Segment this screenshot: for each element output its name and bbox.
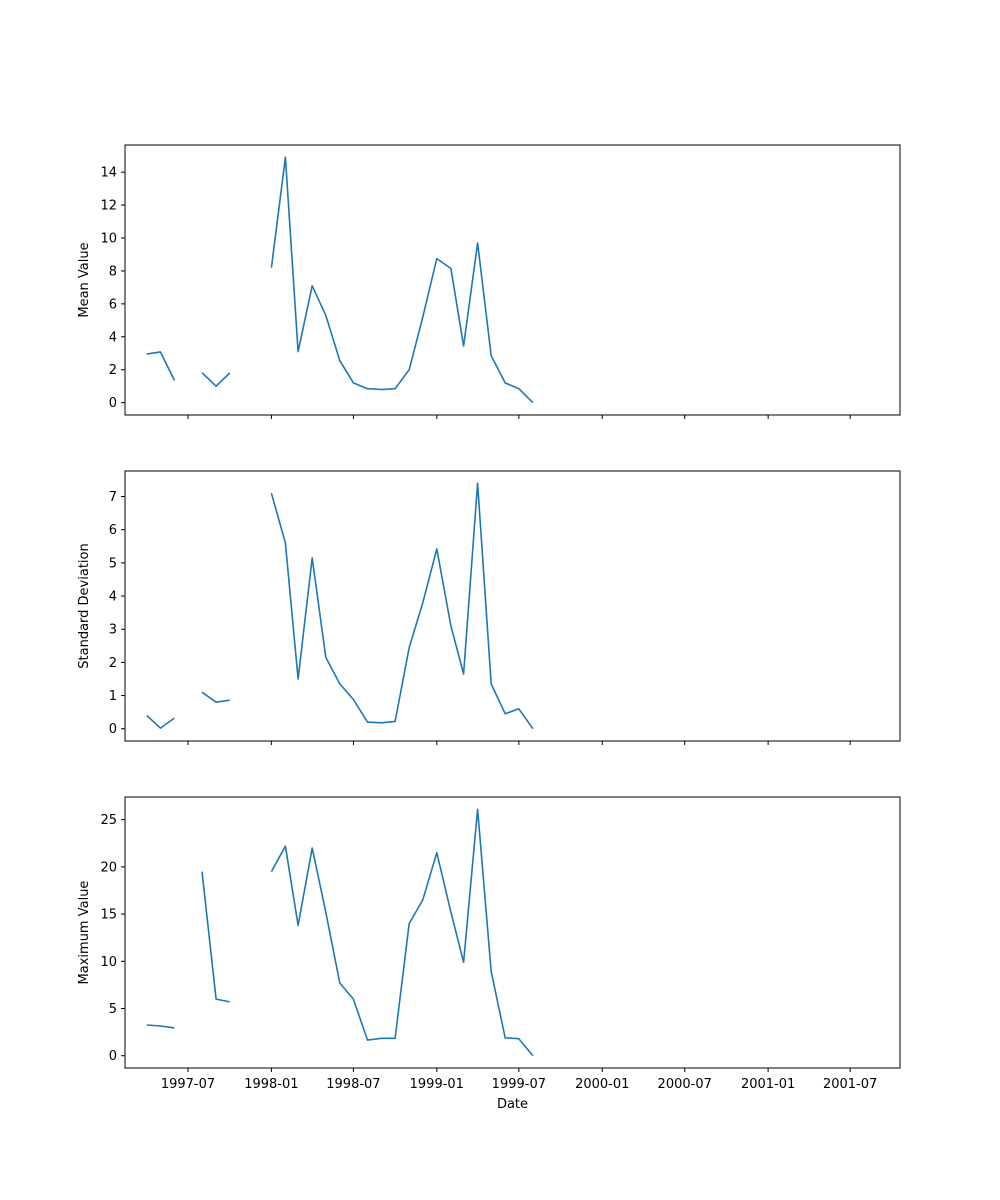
- series-line-1-0: [146, 714, 175, 729]
- y-tick-label-2-4: 20: [100, 860, 117, 875]
- series-line-1-1: [201, 691, 230, 704]
- x-tick-label-5: 2000-01: [575, 1077, 629, 1092]
- y-tick-label-0-3: 6: [109, 297, 117, 312]
- x-tick-label-1: 1998-01: [244, 1077, 298, 1092]
- x-tick-label-4: 1999-07: [492, 1077, 546, 1092]
- y-tick-label-0-7: 14: [100, 166, 117, 181]
- y-tick-label-2-5: 25: [100, 813, 117, 828]
- y-tick-label-1-3: 3: [109, 623, 117, 638]
- y-tick-label-1-0: 0: [109, 722, 117, 737]
- y-tick-label-1-6: 6: [109, 523, 117, 538]
- y-tick-label-0-5: 10: [100, 232, 117, 247]
- y-tick-label-1-2: 2: [109, 656, 117, 671]
- y-tick-label-1-1: 1: [109, 689, 117, 704]
- series-line-2-1: [201, 871, 230, 1003]
- y-axis-label-0: Mean Value: [77, 242, 92, 317]
- y-tick-label-1-5: 5: [109, 556, 117, 571]
- series-line-0-0: [146, 351, 176, 381]
- series-line-2-0: [146, 1024, 175, 1029]
- y-tick-label-0-1: 2: [109, 363, 117, 378]
- y-tick-label-2-0: 0: [109, 1049, 117, 1064]
- x-tick-label-0: 1997-07: [161, 1077, 215, 1092]
- axes-frame-0: [124, 144, 901, 416]
- y-axis-label-1: Standard Deviation: [77, 543, 92, 668]
- y-tick-label-0-0: 0: [109, 396, 117, 411]
- y-tick-label-2-1: 5: [109, 1002, 117, 1017]
- axes-frame-2: [124, 796, 901, 1069]
- axes-frame-1: [124, 470, 901, 742]
- y-tick-label-2-3: 15: [100, 908, 117, 923]
- y-tick-label-0-4: 8: [109, 264, 117, 279]
- y-tick-label-1-4: 4: [109, 590, 117, 605]
- x-tick-label-2: 1998-07: [326, 1077, 380, 1092]
- series-line-1-2: [270, 482, 534, 730]
- series-line-0-2: [270, 156, 534, 404]
- series-line-2-2: [270, 808, 534, 1057]
- y-tick-label-2-2: 10: [100, 955, 117, 970]
- x-axis-label: Date: [497, 1097, 528, 1112]
- x-tick-label-8: 2001-07: [823, 1077, 877, 1092]
- y-tick-label-1-7: 7: [109, 490, 117, 505]
- x-tick-label-7: 2001-01: [741, 1077, 795, 1092]
- y-axis-label-2: Maximum Value: [77, 881, 92, 985]
- x-tick-label-3: 1999-01: [410, 1077, 464, 1092]
- y-tick-label-0-6: 12: [100, 199, 117, 214]
- series-line-0-1: [201, 372, 231, 388]
- x-tick-label-6: 2000-07: [658, 1077, 712, 1092]
- y-tick-label-0-2: 4: [109, 330, 117, 345]
